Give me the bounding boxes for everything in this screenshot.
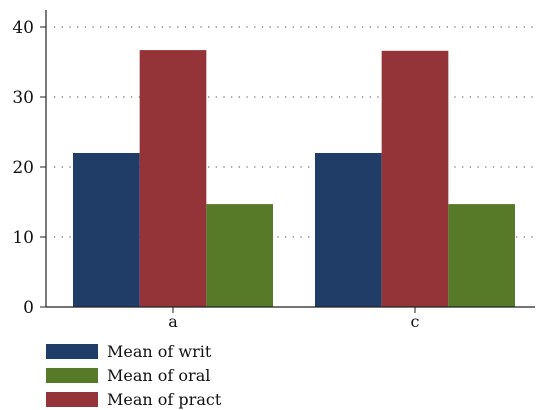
bar-mean-of-oral-a — [206, 204, 273, 307]
y-tick-label: 20 — [12, 158, 34, 178]
x-tick-label: a — [168, 312, 178, 331]
legend-label: Mean of writ — [107, 342, 212, 361]
legend: Mean of writ Mean of oral Mean of pract — [46, 342, 222, 409]
y-tick-label: 40 — [12, 18, 34, 38]
bar-mean-of-oral-c — [448, 204, 515, 307]
y-tick-label: 10 — [12, 228, 34, 248]
legend-swatch — [46, 392, 98, 407]
bar-mean-of-pract-c — [381, 50, 449, 308]
legend-label: Mean of pract — [107, 390, 222, 409]
bar-mean-of-writ-a — [73, 153, 140, 307]
legend-swatch — [46, 344, 98, 359]
bars — [73, 50, 515, 308]
y-tick-label: 30 — [12, 88, 34, 108]
legend-swatch — [46, 368, 98, 383]
y-axis-ticks: 0 10 20 30 40 — [12, 18, 46, 318]
bar-mean-of-writ-c — [315, 153, 382, 307]
x-tick-label: c — [411, 312, 420, 331]
axes — [45, 10, 535, 308]
y-tick-label: 0 — [23, 298, 34, 318]
bar-mean-of-pract-a — [139, 50, 207, 307]
legend-label: Mean of oral — [107, 366, 210, 385]
